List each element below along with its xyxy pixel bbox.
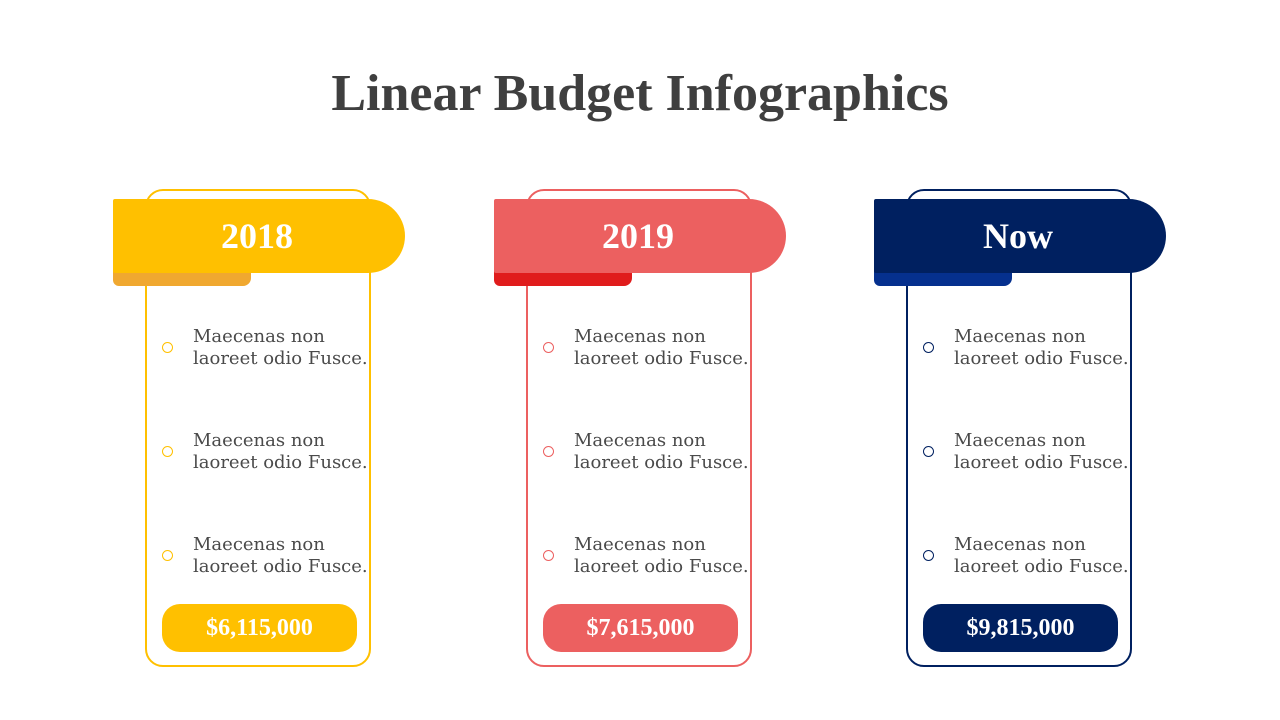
circle-bullet-icon <box>543 446 554 457</box>
year-tab: Now <box>874 199 1166 273</box>
amount-value: $6,115,000 <box>206 614 313 641</box>
circle-bullet-icon <box>543 342 554 353</box>
amount-badge: $9,815,000 <box>923 604 1118 652</box>
item-text: Maecenas non laoreet odio Fusce. <box>574 430 749 473</box>
year-label: Now <box>983 216 1053 256</box>
budget-card <box>906 189 1132 667</box>
year-label: 2018 <box>221 216 293 256</box>
item-text: Maecenas non laoreet odio Fusce. <box>193 326 368 369</box>
amount-value: $7,615,000 <box>586 614 695 641</box>
circle-bullet-icon <box>162 446 173 457</box>
page-title: Linear Budget Infographics <box>331 65 949 122</box>
circle-bullet-icon <box>923 342 934 353</box>
circle-bullet-icon <box>923 550 934 561</box>
item-text: Maecenas non laoreet odio Fusce. <box>193 430 368 473</box>
year-tab: 2018 <box>113 199 405 273</box>
amount-badge: $7,615,000 <box>543 604 738 652</box>
circle-bullet-icon <box>543 550 554 561</box>
circle-bullet-icon <box>162 550 173 561</box>
item-text: Maecenas non laoreet odio Fusce. <box>954 534 1129 577</box>
circle-bullet-icon <box>162 342 173 353</box>
year-label: 2019 <box>602 216 674 256</box>
budget-column-2018: 2018 Maecenas non laoreet odio Fusce. Ma… <box>113 0 413 720</box>
amount-value: $9,815,000 <box>966 614 1075 641</box>
budget-card <box>145 189 371 667</box>
amount-badge: $6,115,000 <box>162 604 357 652</box>
budget-column-2019: 2019 Maecenas non laoreet odio Fusce. Ma… <box>494 0 794 720</box>
budget-card <box>526 189 752 667</box>
item-text: Maecenas non laoreet odio Fusce. <box>574 326 749 369</box>
circle-bullet-icon <box>923 446 934 457</box>
item-text: Maecenas non laoreet odio Fusce. <box>954 326 1129 369</box>
item-text: Maecenas non laoreet odio Fusce. <box>574 534 749 577</box>
item-text: Maecenas non laoreet odio Fusce. <box>954 430 1129 473</box>
item-text: Maecenas non laoreet odio Fusce. <box>193 534 368 577</box>
budget-column-now: Now Maecenas non laoreet odio Fusce. Mae… <box>874 0 1174 720</box>
year-tab: 2019 <box>494 199 786 273</box>
